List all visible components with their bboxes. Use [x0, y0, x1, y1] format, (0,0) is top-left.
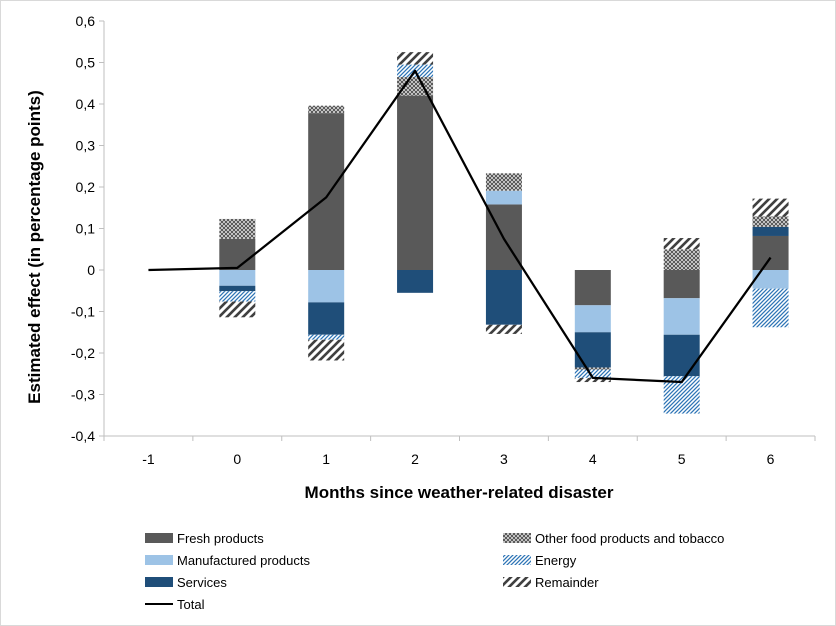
- bar-segment-fresh-products: [574, 270, 611, 306]
- total-line-layer: [148, 69, 772, 384]
- y-tick-label: -0,3: [71, 387, 95, 403]
- y-tick-label: -0,4: [71, 428, 95, 444]
- legend-swatch: [145, 555, 173, 565]
- bar-segment-services: [752, 226, 789, 236]
- x-axis: -1 0 1 2 3 4 5 6: [103, 435, 816, 467]
- y-axis-title: Estimated effect (in percentage points): [25, 90, 44, 404]
- legend-label: Energy: [535, 553, 577, 568]
- bar-stack: [574, 270, 611, 383]
- legend-item-services: Services: [145, 575, 227, 590]
- x-tick-label: 3: [500, 451, 508, 467]
- bar-segment-services: [574, 332, 611, 368]
- bar-segment-fresh-products: [752, 235, 789, 270]
- legend-label: Other food products and tobacco: [535, 531, 724, 546]
- legend-swatch: [503, 533, 531, 543]
- x-tick-label: 5: [678, 451, 686, 467]
- bar-stack: [397, 52, 434, 293]
- bar-segment-other-food-products-and-tobacco: [219, 218, 256, 239]
- legend-item-other-food-products-and-tobacco: Other food products and tobacco: [503, 531, 724, 546]
- legend-item-total: Total: [145, 597, 205, 612]
- bar-segment-manufactured-products: [485, 190, 522, 205]
- bar-segment-remainder: [663, 238, 700, 250]
- legend: Fresh products Other food products and to…: [145, 531, 724, 612]
- total-line: [148, 69, 772, 384]
- bar-segment-other-food-products-and-tobacco: [308, 105, 345, 114]
- bar-segment-fresh-products: [397, 95, 434, 270]
- bar-segment-energy: [752, 288, 789, 328]
- bar-segment-manufactured-products: [308, 270, 345, 303]
- legend-label: Manufactured products: [177, 553, 310, 568]
- bar-segment-remainder: [308, 339, 345, 361]
- bar-segment-other-food-products-and-tobacco: [485, 173, 522, 191]
- bar-stack: [663, 238, 700, 414]
- legend-item-remainder: Remainder: [503, 575, 599, 590]
- legend-swatch: [503, 577, 531, 587]
- y-tick-label: 0,5: [76, 55, 96, 71]
- bar-segment-fresh-products: [308, 113, 345, 270]
- x-tick-label: 2: [411, 451, 419, 467]
- bar-segment-manufactured-products: [574, 305, 611, 333]
- bar-stacks: [219, 52, 789, 414]
- legend-swatch: [145, 533, 173, 543]
- x-tick-label: 0: [233, 451, 241, 467]
- bar-segment-remainder: [397, 52, 434, 65]
- y-tick-label: -0,1: [71, 304, 95, 320]
- bar-segment-other-food-products-and-tobacco: [663, 249, 700, 270]
- legend-item-energy: Energy: [503, 553, 577, 568]
- y-tick-label: 0,1: [76, 221, 96, 237]
- bar-segment-remainder: [752, 198, 789, 217]
- bar-segment-manufactured-products: [752, 270, 789, 289]
- bar-segment-services: [663, 334, 700, 377]
- bar-stack: [752, 198, 789, 328]
- bar-segment-fresh-products: [663, 270, 700, 299]
- legend-item-manufactured-products: Manufactured products: [145, 553, 310, 568]
- bar-segment-services: [397, 270, 434, 293]
- y-tick-label: 0,3: [76, 138, 96, 154]
- bar-stack: [308, 105, 345, 361]
- bar-segment-services: [219, 285, 256, 292]
- x-tick-label: 6: [767, 451, 775, 467]
- bar-segment-other-food-products-and-tobacco: [752, 216, 789, 227]
- x-tick-label: 1: [322, 451, 330, 467]
- bar-segment-manufactured-products: [219, 270, 256, 286]
- y-tick-label: -0,2: [71, 345, 95, 361]
- y-tick-label: 0,2: [76, 179, 96, 195]
- legend-swatch: [503, 555, 531, 565]
- bar-segment-energy: [308, 334, 345, 340]
- legend-label: Fresh products: [177, 531, 264, 546]
- y-tick-label: 0: [87, 262, 95, 278]
- bar-segment-remainder: [485, 324, 522, 334]
- bar-segment-remainder: [219, 301, 256, 318]
- x-tick-label: 4: [589, 451, 597, 467]
- legend-item-fresh-products: Fresh products: [145, 531, 264, 546]
- x-axis-title: Months since weather-related disaster: [305, 483, 614, 502]
- y-axis: -0,4 -0,3 -0,2 -0,1 0 0,1 0,2 0,3 0,4 0,5 0,6: [71, 13, 105, 444]
- legend-label: Remainder: [535, 575, 599, 590]
- legend-label: Services: [177, 575, 227, 590]
- bar-segment-remainder: [574, 377, 611, 383]
- bar-segment-manufactured-products: [663, 298, 700, 335]
- legend-swatch: [145, 577, 173, 587]
- bar-segment-energy: [219, 291, 256, 302]
- y-tick-label: 0,4: [76, 96, 96, 112]
- bar-stack: [219, 218, 256, 318]
- bar-segment-services: [485, 270, 522, 325]
- legend-label: Total: [177, 597, 205, 612]
- bar-segment-other-food-products-and-tobacco: [574, 367, 611, 370]
- y-tick-label: 0,6: [76, 13, 96, 29]
- x-tick-label: -1: [142, 451, 155, 467]
- bar-segment-energy: [574, 369, 611, 378]
- bar-segment-fresh-products: [219, 238, 256, 270]
- bar-segment-services: [308, 302, 345, 335]
- bar-stack: [485, 173, 522, 334]
